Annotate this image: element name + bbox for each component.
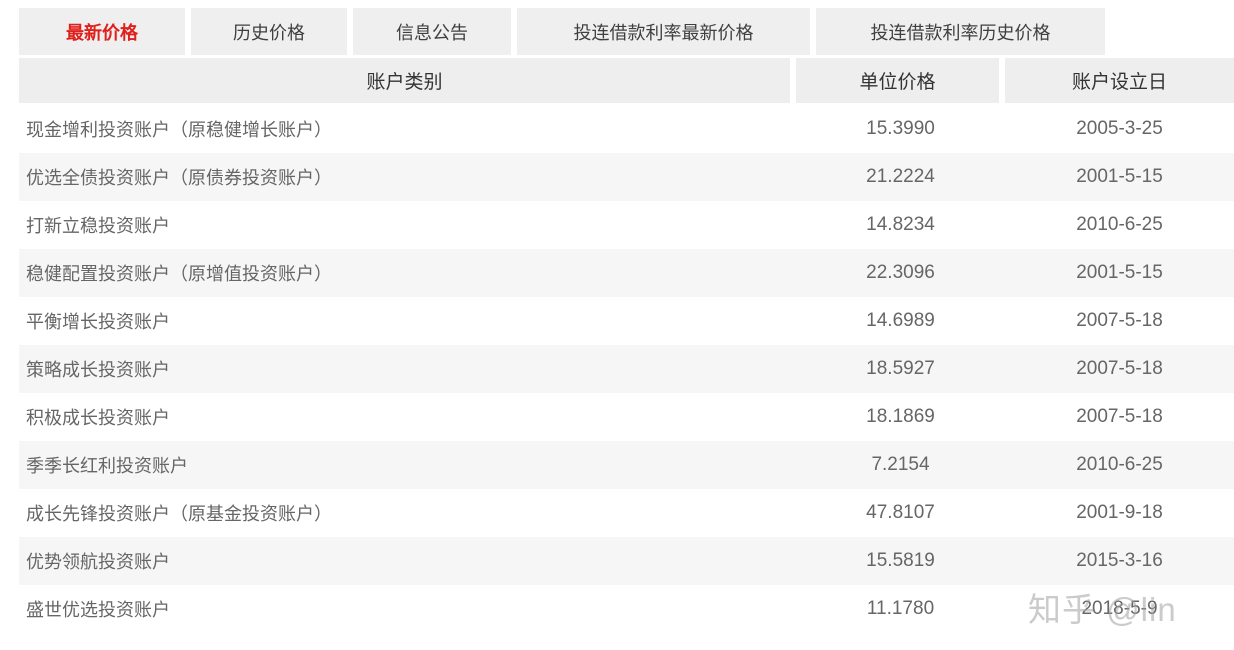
table-row: 稳健配置投资账户（原增值投资账户） 22.3096 2001-5-15	[19, 249, 1234, 297]
table-row: 成长先锋投资账户（原基金投资账户） 47.8107 2001-9-18	[19, 489, 1234, 537]
unit-price: 21.2224	[866, 166, 935, 187]
setup-date: 2015-3-16	[1076, 550, 1163, 571]
unit-price: 15.5819	[866, 550, 935, 571]
account-name: 季季长红利投资账户	[26, 456, 188, 476]
setup-date: 2007-5-18	[1076, 310, 1163, 331]
setup-date: 2001-5-15	[1076, 166, 1163, 187]
table-row: 盛世优选投资账户 11.1780 2018-5-9	[19, 585, 1234, 633]
account-name: 稳健配置投资账户（原增值投资账户）	[26, 264, 332, 284]
unit-price: 15.3990	[866, 118, 935, 139]
setup-date: 2005-3-25	[1076, 118, 1163, 139]
unit-price: 18.1869	[866, 406, 935, 427]
unit-price: 7.2154	[871, 454, 930, 475]
setup-date: 2007-5-18	[1076, 358, 1163, 379]
table-body: 现金增利投资账户（原稳健增长账户） 15.3990 2005-3-25 优选全债…	[19, 105, 1234, 633]
tab-history-price[interactable]: 历史价格	[191, 8, 347, 55]
unit-price: 47.8107	[866, 502, 935, 523]
table-row: 优选全债投资账户（原债券投资账户） 21.2224 2001-5-15	[19, 153, 1234, 201]
unit-price: 14.8234	[866, 214, 935, 235]
account-name: 盛世优选投资账户	[26, 600, 170, 620]
account-name: 成长先锋投资账户（原基金投资账户）	[26, 504, 332, 524]
tab-loan-rate-latest-price[interactable]: 投连借款利率最新价格	[517, 8, 810, 55]
account-name: 平衡增长投资账户	[26, 312, 170, 332]
table-row: 积极成长投资账户 18.1869 2007-5-18	[19, 393, 1234, 441]
column-header-account-type: 账户类别	[19, 58, 790, 103]
tab-info-announcement[interactable]: 信息公告	[353, 8, 511, 55]
setup-date: 2001-9-18	[1076, 502, 1163, 523]
setup-date: 2010-6-25	[1076, 454, 1163, 475]
tab-bar: 最新价格 历史价格 信息公告 投连借款利率最新价格 投连借款利率历史价格	[19, 8, 1234, 55]
table-row: 季季长红利投资账户 7.2154 2010-6-25	[19, 441, 1234, 489]
setup-date: 2001-5-15	[1076, 262, 1163, 283]
table-header: 账户类别 单位价格 账户设立日	[19, 58, 1234, 103]
table-row: 平衡增长投资账户 14.6989 2007-5-18	[19, 297, 1234, 345]
setup-date: 2018-5-9	[1081, 598, 1158, 619]
table-row: 优势领航投资账户 15.5819 2015-3-16	[19, 537, 1234, 585]
column-header-setup-date: 账户设立日	[1005, 58, 1234, 103]
unit-price: 22.3096	[866, 262, 935, 283]
account-name: 策略成长投资账户	[26, 360, 170, 380]
account-name: 优选全债投资账户（原债券投资账户）	[26, 168, 332, 188]
unit-price: 18.5927	[866, 358, 935, 379]
account-name: 积极成长投资账户	[26, 408, 170, 428]
setup-date: 2007-5-18	[1076, 406, 1163, 427]
unit-price: 14.6989	[866, 310, 935, 331]
table-row: 打新立稳投资账户 14.8234 2010-6-25	[19, 201, 1234, 249]
table-row: 策略成长投资账户 18.5927 2007-5-18	[19, 345, 1234, 393]
table-row: 现金增利投资账户（原稳健增长账户） 15.3990 2005-3-25	[19, 105, 1234, 153]
account-name: 优势领航投资账户	[26, 552, 170, 572]
unit-price: 11.1780	[866, 598, 935, 619]
account-name: 打新立稳投资账户	[26, 216, 170, 236]
setup-date: 2010-6-25	[1076, 214, 1163, 235]
tab-latest-price[interactable]: 最新价格	[19, 8, 185, 55]
account-name: 现金增利投资账户（原稳健增长账户）	[26, 120, 332, 140]
tab-loan-rate-history-price[interactable]: 投连借款利率历史价格	[816, 8, 1105, 55]
column-header-unit-price: 单位价格	[796, 58, 999, 103]
